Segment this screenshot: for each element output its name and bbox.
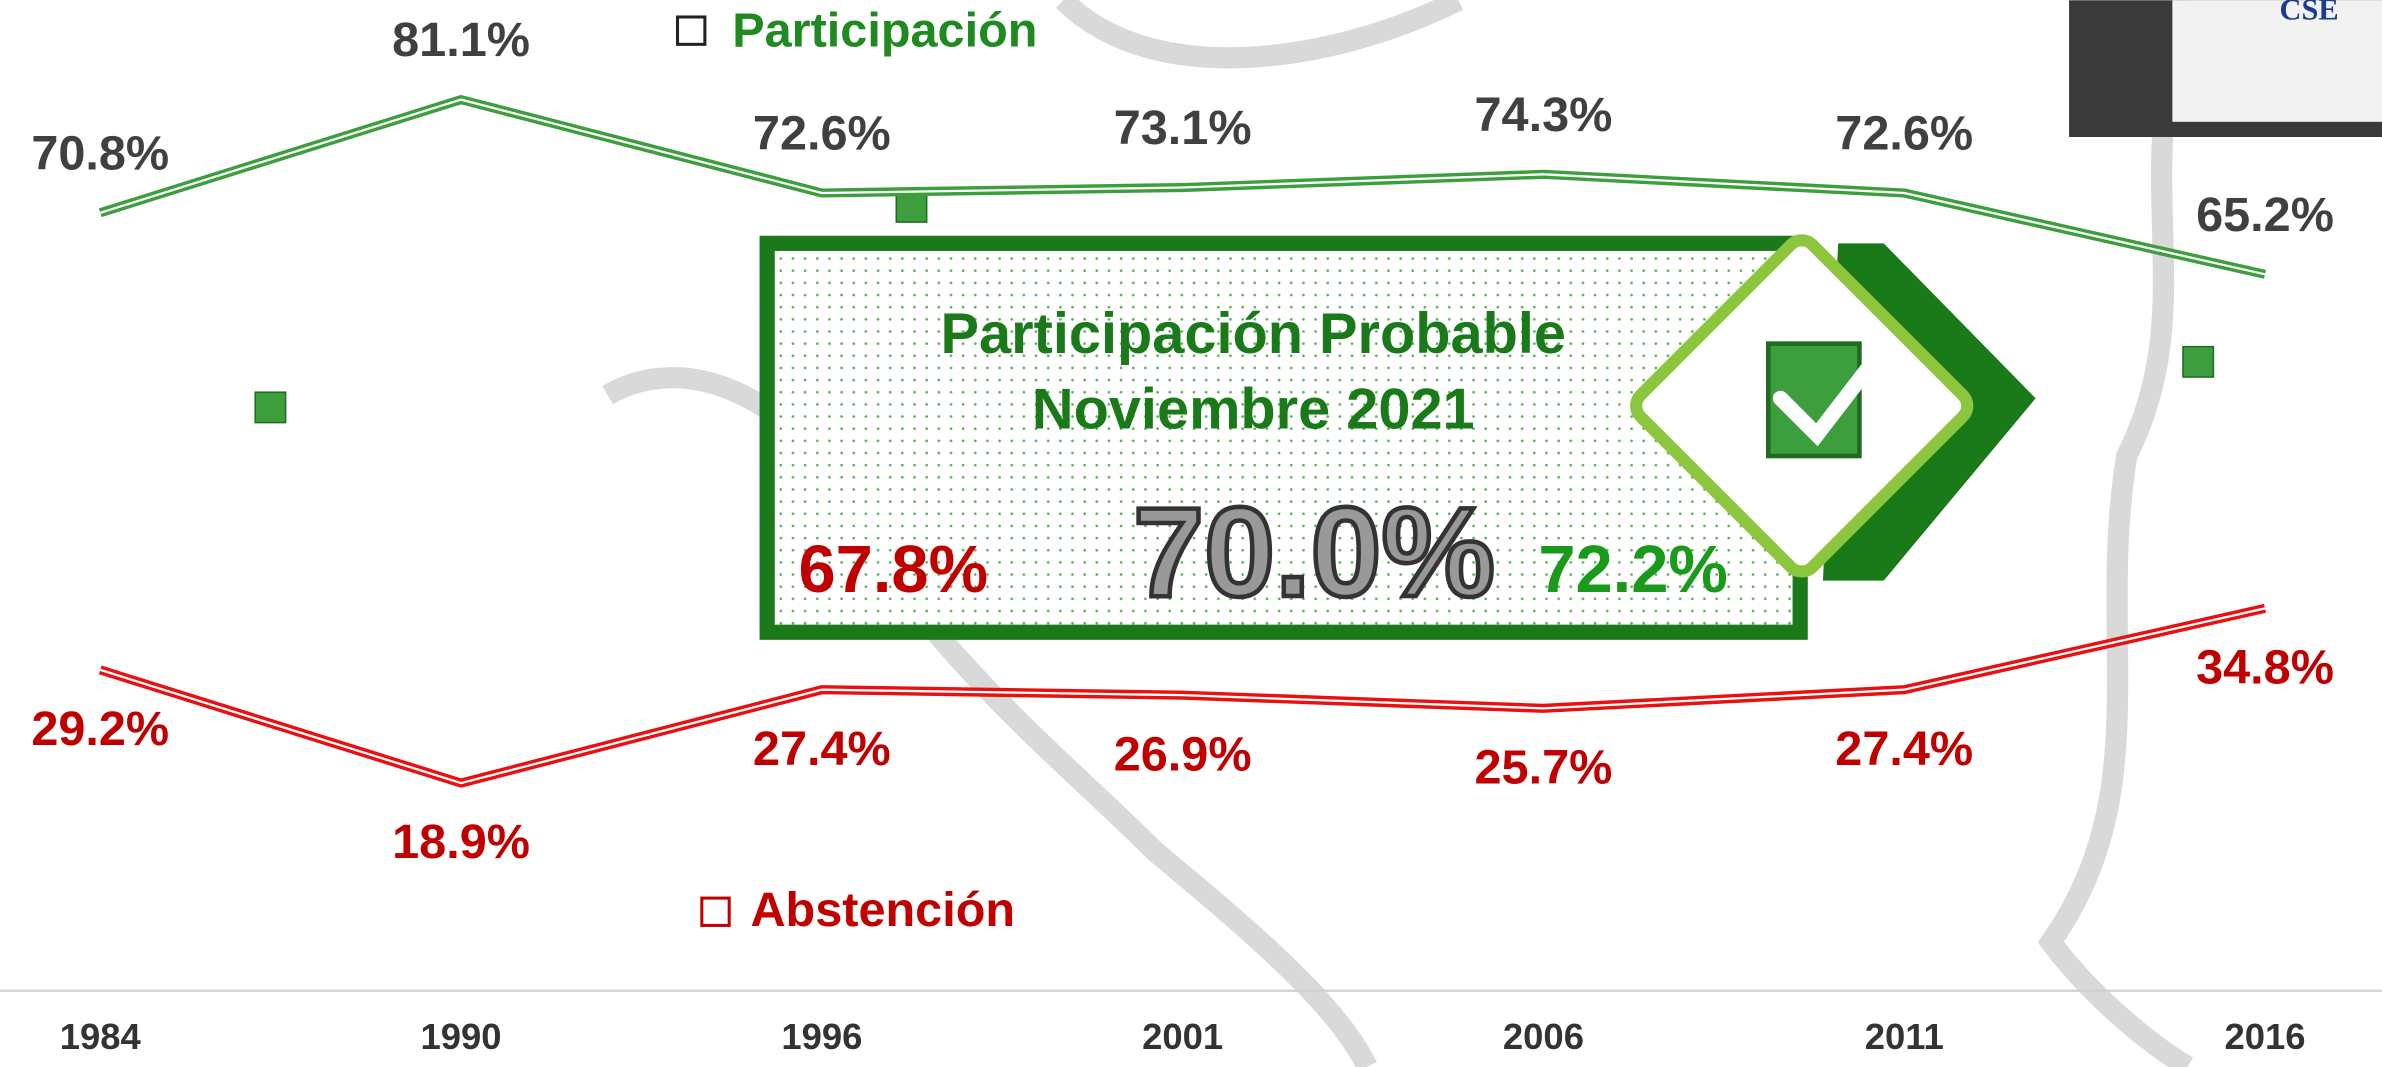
decor-square [895,190,928,223]
x-tick-label: 1990 [421,1016,502,1057]
highlight-box: Participación Probable Noviembre 2021 67… [759,234,2036,640]
data-label: 72.6% [1835,107,1973,161]
series-line-highlight [99,98,2266,276]
data-label: 29.2% [31,702,169,756]
data-label: 72.6% [753,107,891,161]
x-tick-label: 1984 [60,1016,142,1057]
box-title: Participación Probable [941,302,1566,366]
data-label: 74.3% [1475,88,1613,142]
box-frame [759,235,1808,640]
x-tick-label: 2001 [1142,1016,1223,1057]
data-label: 27.4% [1835,722,1973,776]
data-label: 65.2% [2196,188,2334,242]
data-label: 70.8% [31,126,169,180]
legend-box [676,15,707,46]
legend-label: Participación [732,4,1037,58]
box-title: Noviembre 2021 [1032,378,1475,442]
x-tick-label: 2011 [1865,1016,1944,1057]
data-label: 25.7% [1475,740,1613,794]
map-outline [602,0,2198,1067]
data-label: 73.1% [1114,101,1252,155]
data-label: 26.9% [1114,727,1252,781]
data-label: 81.1% [392,13,530,67]
legend-label: Abstención [750,883,1015,937]
decor-square [254,391,287,424]
x-tick-label: 2016 [2224,1016,2305,1057]
x-tick-label: 1996 [781,1016,862,1057]
data-label: 27.4% [753,722,891,776]
data-label: 34.8% [2196,640,2334,694]
range-mid: 70.0% [1133,481,1495,624]
check-mark [1772,348,1886,447]
series-line-highlight [99,607,2266,785]
data-label: 18.9% [392,815,530,869]
range-low: 67.8% [799,532,989,607]
ballot-box [2172,0,2382,122]
x-tick-label: 2006 [1503,1016,1584,1057]
legend-box [700,896,731,927]
range-high: 72.2% [1538,532,1728,607]
logo-text: CSE [2280,0,2339,26]
decor-square [2182,345,2215,378]
